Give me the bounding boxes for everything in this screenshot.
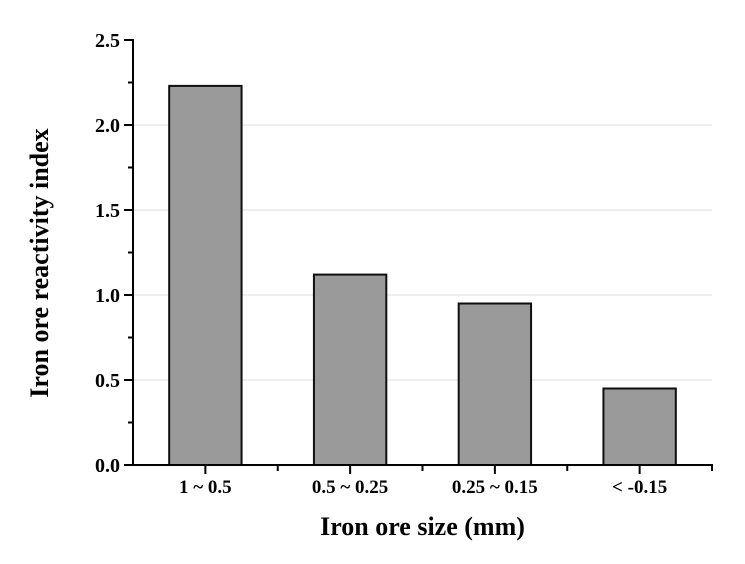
y-axis-title: Iron ore reactivity index (25, 128, 54, 398)
y-tick-label: 2.0 (95, 115, 120, 137)
y-tick-label: 0.0 (95, 455, 120, 477)
bar (457, 302, 533, 466)
x-tick-label: 0.25 ~ 0.15 (452, 477, 538, 498)
y-tick-label: 1.5 (95, 200, 120, 222)
x-axis-title: Iron ore size (mm) (320, 512, 525, 541)
bar (168, 84, 243, 467)
y-tick-label: 2.5 (95, 30, 120, 52)
x-tick-label: 1 ~ 0.5 (179, 477, 232, 498)
y-tick-label: 1.0 (95, 285, 120, 307)
x-tick-label: < -0.15 (612, 477, 667, 498)
x-tick-label: 0.5 ~ 0.25 (312, 477, 388, 498)
bar (602, 387, 677, 466)
y-tick-label: 0.5 (95, 370, 120, 392)
bar (312, 273, 388, 466)
